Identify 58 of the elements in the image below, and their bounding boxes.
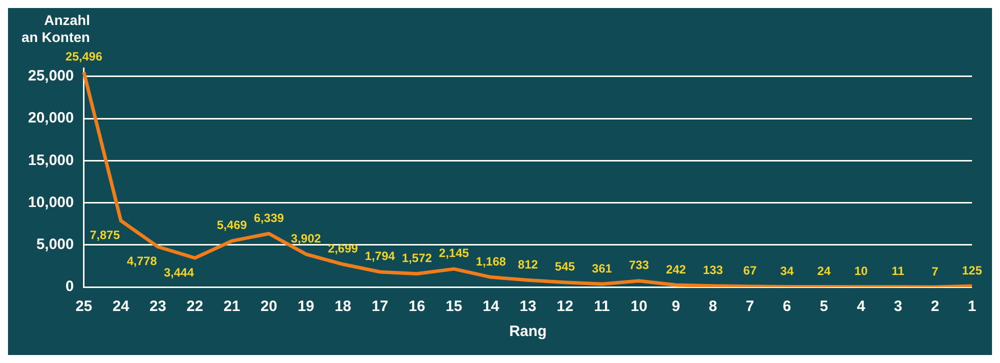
x-tick-label: 8 [708,298,718,316]
x-tick-label: 14 [482,298,500,316]
data-label: 1,572 [402,251,432,266]
x-tick-label: 1 [968,298,976,316]
y-axis-title: Anzahl an Konten [22,12,90,45]
x-tick-label: 2 [930,298,940,316]
x-tick-label: 9 [672,298,680,316]
x-tick-label: 19 [298,298,314,316]
y-tick-label: 20,000 [28,110,74,127]
x-tick-label: 11 [594,298,610,316]
y-tick-label: 0 [66,278,74,296]
x-tick-label: 10 [630,298,648,316]
data-label: 5,469 [216,218,248,232]
y-tick-label: 25,000 [28,68,74,85]
data-label: 25,496 [66,50,103,64]
x-tick-label: 13 [520,298,536,316]
data-label: 125 [962,263,982,278]
x-tick-label: 21 [224,298,240,316]
data-label: 10 [854,264,868,278]
x-tick-label: 16 [408,298,426,316]
x-tick-label: 25 [76,298,92,316]
data-label: 133 [702,263,724,278]
x-tick-label: 24 [112,298,130,316]
x-tick-label: 7 [746,298,754,316]
x-tick-label: 12 [556,298,574,316]
data-label: 2,699 [328,242,358,256]
data-label: 34 [780,264,794,278]
data-label: 7 [932,264,939,278]
data-label: 733 [628,258,650,272]
y-tick-label: 10,000 [28,194,74,211]
data-label: 3,902 [290,231,322,246]
x-tick-label: 22 [186,298,204,316]
x-tick-label: 18 [334,298,352,316]
data-label: 3,444 [164,265,194,280]
data-label: 812 [518,257,538,272]
data-label: 11 [892,264,905,278]
data-label: 24 [817,264,831,278]
data-label: 4,778 [126,254,158,268]
data-label: 2,145 [438,246,470,260]
x-axis-title: Rang [509,323,547,340]
x-tick-label: 17 [372,298,388,316]
data-label: 67 [743,264,757,278]
x-tick-label: 3 [894,298,902,316]
x-tick-label: 23 [150,298,166,316]
x-tick-label: 6 [782,298,792,316]
data-label: 361 [592,261,612,276]
x-tick-label: 4 [856,298,866,316]
data-label: 6,339 [254,210,284,225]
data-label: 242 [666,262,686,276]
data-label: 7,875 [90,228,120,242]
x-tick-label: 15 [446,298,462,316]
y-tick-label: 15,000 [28,152,74,169]
data-label: 1,794 [364,249,396,264]
x-tick-label: 5 [820,298,828,316]
x-tick-label: 20 [260,298,278,316]
data-label: 545 [554,260,576,274]
y-tick-label: 5,000 [36,236,74,254]
data-label: 1,168 [476,254,506,268]
